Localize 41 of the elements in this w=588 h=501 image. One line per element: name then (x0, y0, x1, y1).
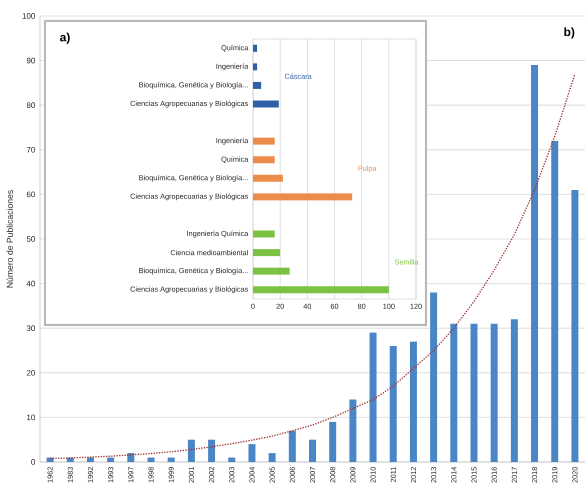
bar (168, 458, 175, 462)
bar (253, 193, 352, 200)
bar (349, 400, 356, 462)
bar (253, 82, 262, 89)
bar (410, 342, 417, 462)
bar (470, 324, 478, 462)
bar (430, 292, 438, 462)
bar (309, 440, 316, 462)
bar (390, 346, 397, 462)
bar (127, 453, 134, 462)
bar (370, 332, 377, 462)
bar (248, 444, 256, 462)
bar (253, 100, 279, 108)
annotation: b) (564, 27, 574, 39)
bar (107, 458, 114, 462)
bar (531, 65, 538, 462)
bar (510, 319, 518, 462)
bar (253, 138, 275, 145)
bar (253, 249, 280, 256)
bar (253, 268, 290, 275)
bar (450, 324, 458, 462)
bar (253, 156, 275, 164)
bar (66, 458, 74, 462)
bar (253, 44, 258, 52)
bar (288, 430, 296, 462)
bar (228, 458, 236, 462)
bar (551, 140, 558, 462)
bar (268, 453, 276, 462)
bar (253, 230, 275, 238)
bar (148, 458, 155, 462)
bar (253, 174, 283, 182)
bar (208, 440, 216, 462)
bar (188, 440, 195, 462)
annotation: a) (60, 32, 70, 44)
bar (490, 324, 498, 462)
bar (253, 286, 389, 294)
bar (253, 63, 258, 70)
y-axis-title: Número de Publicaciones (6, 190, 13, 288)
bar (86, 458, 94, 462)
bar (571, 190, 578, 462)
bar (329, 422, 336, 462)
